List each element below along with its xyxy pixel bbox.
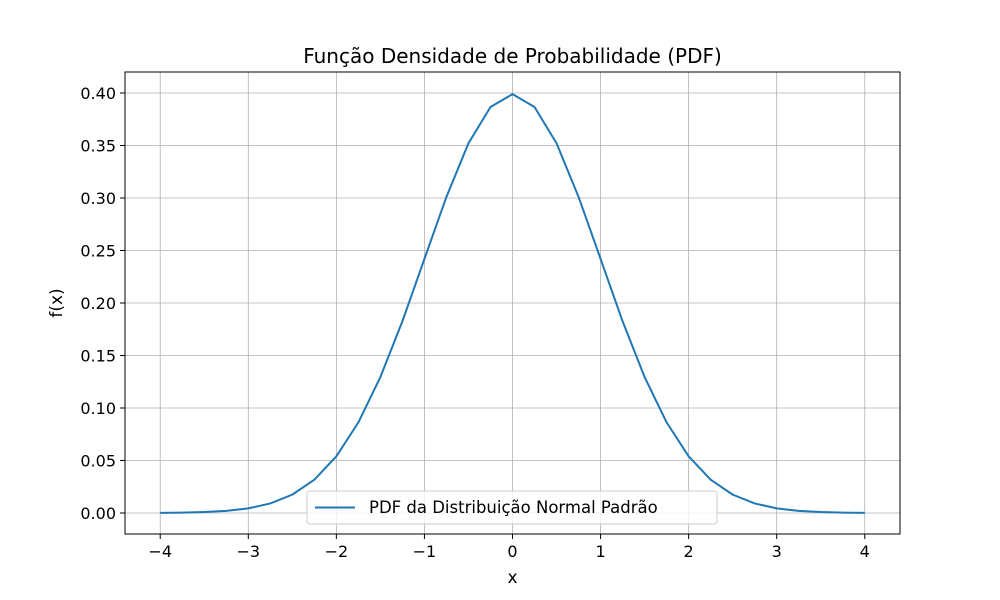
y-tick-label: 0.10 — [80, 399, 116, 418]
axis-ticks: −4 −3 −2 −1 0 1 2 3 4 0.00 0.05 0.10 0.15 0.20 0.25 0.3… — [80, 84, 869, 561]
y-tick-label: 0.35 — [80, 137, 116, 156]
x-tick-label: 4 — [860, 542, 870, 561]
x-tick-label: −4 — [148, 542, 172, 561]
y-tick-label: 0.20 — [80, 294, 116, 313]
x-tick-label: −2 — [325, 542, 349, 561]
x-tick-label: 2 — [684, 542, 694, 561]
x-tick-label: −3 — [236, 542, 260, 561]
legend-entry-label: PDF da Distribuição Normal Padrão — [369, 498, 658, 517]
y-tick-label: 0.15 — [80, 347, 116, 366]
x-tick-label: 3 — [772, 542, 782, 561]
y-axis-label: f(x) — [47, 288, 67, 317]
series-layer — [160, 93, 865, 514]
y-tick-label: 0.05 — [80, 452, 116, 471]
y-tick-label: 0.30 — [80, 189, 116, 208]
x-tick-label: 1 — [595, 542, 605, 561]
y-tick-label: 0.25 — [80, 242, 116, 261]
legend-box — [306, 490, 718, 525]
y-tick-label: 0.00 — [80, 504, 116, 523]
plot-area-frame — [124, 71, 901, 535]
x-tick-label: −1 — [413, 542, 437, 561]
x-tick-label: 0 — [507, 542, 517, 561]
x-axis-label: x — [507, 568, 517, 588]
legend: PDF da Distribuição Normal Padrão — [306, 490, 718, 525]
y-tick-label: 0.40 — [80, 84, 116, 103]
chart-title: Função Densidade de Probabilidade (PDF) — [303, 44, 722, 68]
series-line — [160, 93, 865, 514]
